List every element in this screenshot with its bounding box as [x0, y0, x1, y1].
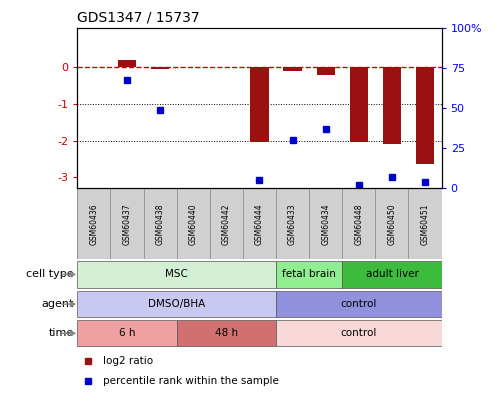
Bar — [110, 188, 144, 259]
Bar — [342, 261, 442, 288]
Bar — [409, 188, 442, 259]
Text: GSM60434: GSM60434 — [321, 203, 330, 245]
Text: GSM60451: GSM60451 — [421, 203, 430, 245]
Text: MSC: MSC — [165, 269, 188, 279]
Bar — [243, 188, 276, 259]
Bar — [77, 261, 276, 288]
Bar — [316, 67, 335, 75]
Text: 6 h: 6 h — [119, 328, 135, 338]
Bar — [151, 67, 169, 69]
Bar — [144, 188, 177, 259]
Bar — [276, 188, 309, 259]
Bar — [350, 67, 368, 142]
Text: control: control — [341, 328, 377, 338]
Text: time: time — [48, 328, 74, 338]
Bar — [276, 261, 342, 288]
Text: GSM60448: GSM60448 — [354, 203, 363, 245]
Bar — [177, 188, 210, 259]
Bar — [210, 188, 243, 259]
Text: log2 ratio: log2 ratio — [103, 356, 153, 366]
Text: fetal brain: fetal brain — [282, 269, 336, 279]
Bar — [77, 188, 110, 259]
Bar — [342, 188, 375, 259]
Bar — [177, 320, 276, 346]
Bar — [250, 67, 268, 142]
Bar — [309, 188, 342, 259]
Text: DMSO/BHA: DMSO/BHA — [148, 299, 205, 309]
Text: GDS1347 / 15737: GDS1347 / 15737 — [77, 11, 200, 24]
Text: GSM60440: GSM60440 — [189, 203, 198, 245]
Text: GSM60436: GSM60436 — [89, 203, 98, 245]
Bar — [77, 291, 276, 317]
Text: percentile rank within the sample: percentile rank within the sample — [103, 376, 279, 386]
Bar — [276, 291, 442, 317]
Text: control: control — [341, 299, 377, 309]
Bar — [416, 67, 434, 164]
Text: 48 h: 48 h — [215, 328, 238, 338]
Text: GSM60444: GSM60444 — [255, 203, 264, 245]
Text: GSM60438: GSM60438 — [156, 203, 165, 245]
Bar — [383, 67, 401, 144]
Text: GSM60442: GSM60442 — [222, 203, 231, 245]
Text: cell type: cell type — [26, 269, 74, 279]
Text: GSM60437: GSM60437 — [123, 203, 132, 245]
Bar — [118, 60, 136, 67]
Text: adult liver: adult liver — [365, 269, 418, 279]
Text: GSM60433: GSM60433 — [288, 203, 297, 245]
Text: GSM60450: GSM60450 — [387, 203, 396, 245]
Bar — [375, 188, 409, 259]
Text: agent: agent — [41, 299, 74, 309]
Bar — [77, 320, 177, 346]
Bar — [283, 67, 302, 71]
Bar — [276, 320, 442, 346]
